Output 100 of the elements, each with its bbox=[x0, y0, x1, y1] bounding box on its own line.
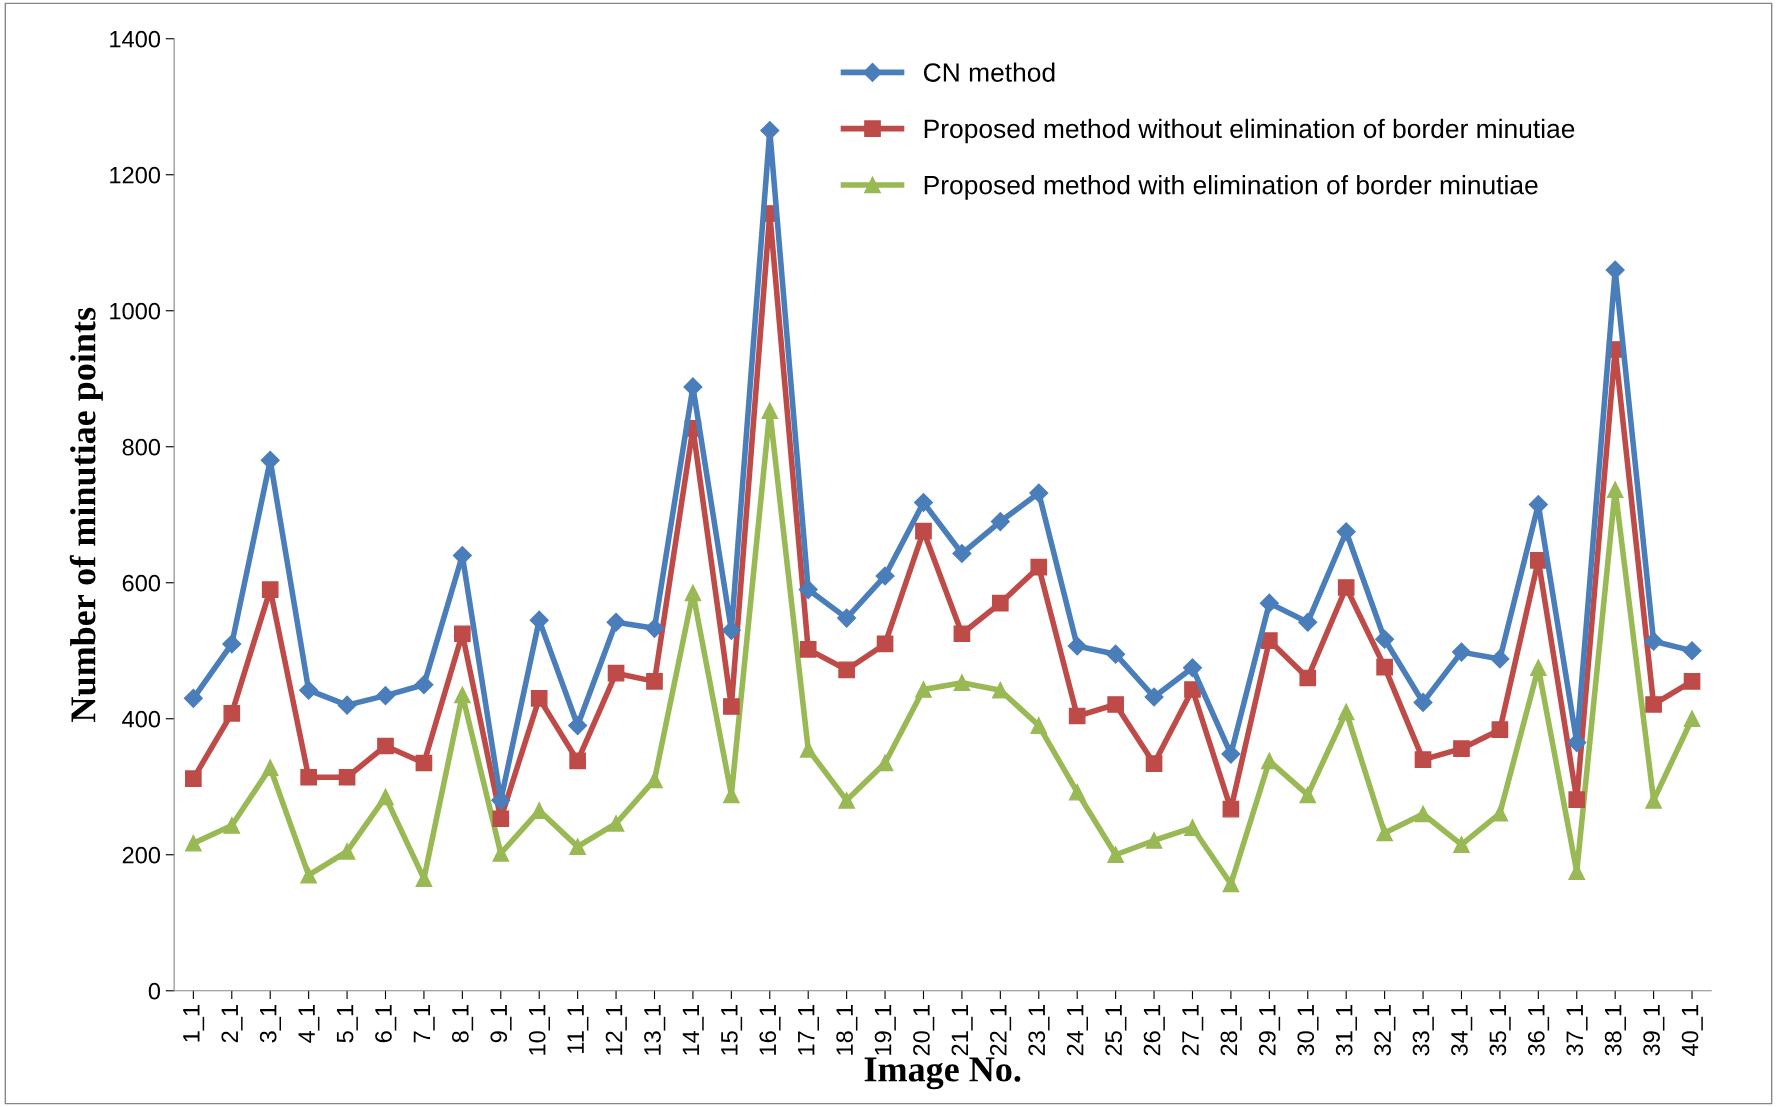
point bbox=[1413, 692, 1433, 712]
y-tick-label: 0 bbox=[148, 982, 161, 1000]
point bbox=[1605, 260, 1625, 280]
x-tick-label: 36_1 bbox=[1527, 1005, 1550, 1056]
x-tick-label: 10_1 bbox=[528, 1005, 551, 1055]
point bbox=[1606, 481, 1624, 498]
point bbox=[1182, 658, 1203, 678]
point bbox=[492, 845, 510, 862]
point bbox=[1645, 696, 1662, 713]
point bbox=[260, 450, 280, 470]
point bbox=[1491, 721, 1509, 738]
point bbox=[454, 686, 471, 704]
point bbox=[569, 752, 586, 770]
y-tick-label: 1000 bbox=[110, 302, 161, 320]
point bbox=[1683, 673, 1701, 690]
point bbox=[953, 625, 971, 643]
point bbox=[261, 581, 279, 598]
point bbox=[1299, 786, 1317, 804]
point bbox=[683, 377, 703, 397]
point bbox=[838, 792, 855, 809]
point bbox=[415, 754, 433, 772]
point bbox=[1375, 629, 1395, 649]
x-tick-label: 21_1 bbox=[951, 1005, 973, 1056]
point bbox=[1260, 632, 1278, 649]
point bbox=[377, 737, 394, 755]
point bbox=[1222, 875, 1240, 893]
point bbox=[915, 522, 932, 540]
point bbox=[1221, 744, 1241, 764]
x-tick-label: 32_1 bbox=[1374, 1005, 1396, 1056]
point bbox=[1376, 658, 1393, 676]
point bbox=[1222, 800, 1240, 818]
point bbox=[337, 695, 357, 715]
point bbox=[1376, 824, 1393, 842]
point bbox=[798, 580, 818, 600]
point bbox=[992, 594, 1009, 612]
point bbox=[1107, 846, 1124, 864]
point bbox=[1414, 751, 1432, 768]
x-tick-label: 28_1 bbox=[1220, 1005, 1242, 1056]
point bbox=[876, 635, 894, 653]
point bbox=[261, 759, 279, 777]
point bbox=[953, 674, 971, 692]
point bbox=[1299, 669, 1317, 687]
x-tick-label: 14_1 bbox=[682, 1005, 704, 1055]
point bbox=[1145, 755, 1163, 772]
legend-label: Proposed method with elimination of border minutiae bbox=[924, 175, 1538, 200]
x-tick-label: 7_1 bbox=[413, 1005, 435, 1043]
x-tick-label: 2_1 bbox=[221, 1005, 243, 1043]
point bbox=[1107, 696, 1124, 713]
point bbox=[492, 810, 510, 828]
point bbox=[990, 512, 1010, 532]
point bbox=[646, 771, 663, 789]
point bbox=[1453, 836, 1470, 853]
point bbox=[185, 770, 202, 787]
point bbox=[721, 620, 741, 640]
point bbox=[1567, 733, 1587, 753]
point bbox=[1568, 791, 1586, 809]
x-tick-label: 4_1 bbox=[298, 1005, 320, 1043]
point bbox=[646, 673, 663, 690]
x-tick-label: 22_1 bbox=[989, 1005, 1012, 1056]
point bbox=[377, 788, 394, 806]
x-tick-label: 12_1 bbox=[605, 1005, 627, 1055]
point bbox=[1336, 522, 1356, 542]
point bbox=[183, 688, 203, 708]
x-tick-label: 30_1 bbox=[1297, 1005, 1319, 1056]
point bbox=[1106, 644, 1126, 664]
point bbox=[185, 834, 202, 852]
point bbox=[799, 641, 817, 658]
point bbox=[1067, 636, 1087, 656]
point bbox=[1144, 687, 1164, 707]
x-tick-label: 1_1 bbox=[183, 1005, 205, 1042]
point bbox=[952, 543, 972, 564]
point bbox=[1337, 579, 1355, 596]
point bbox=[1030, 717, 1048, 734]
x-tick-label: 37_1 bbox=[1566, 1005, 1588, 1056]
x-tick-label: 17_1 bbox=[798, 1005, 819, 1055]
x-tick-label: 3_1 bbox=[259, 1005, 282, 1043]
point bbox=[607, 815, 625, 832]
point bbox=[1490, 649, 1510, 669]
legend-label: Proposed method without elimination of border minutiae bbox=[924, 118, 1575, 144]
point bbox=[1068, 783, 1086, 801]
point bbox=[1259, 593, 1279, 613]
y-axis-title: Number of minutiae points bbox=[69, 307, 103, 722]
x-tick-label: 11_1 bbox=[567, 1005, 589, 1053]
x-tick-label: 25_1 bbox=[1105, 1005, 1127, 1056]
y-tick-label: 1200 bbox=[110, 166, 161, 184]
point bbox=[838, 661, 855, 679]
point bbox=[414, 675, 434, 695]
x-tick-label: 29_1 bbox=[1258, 1005, 1281, 1056]
point bbox=[837, 608, 857, 628]
x-tick-label: 34_1 bbox=[1451, 1005, 1473, 1056]
point bbox=[760, 121, 780, 141]
x-tick-label: 9_1 bbox=[490, 1005, 512, 1043]
x-tick-label: 5_1 bbox=[336, 1005, 358, 1043]
point bbox=[1414, 805, 1432, 823]
point bbox=[300, 768, 317, 786]
point bbox=[606, 612, 626, 632]
x-tick-label: 26_1 bbox=[1143, 1005, 1165, 1056]
x-tick-label: 18_1 bbox=[836, 1005, 858, 1055]
point bbox=[338, 843, 356, 860]
x-axis-title: Image No. bbox=[864, 1057, 1021, 1090]
